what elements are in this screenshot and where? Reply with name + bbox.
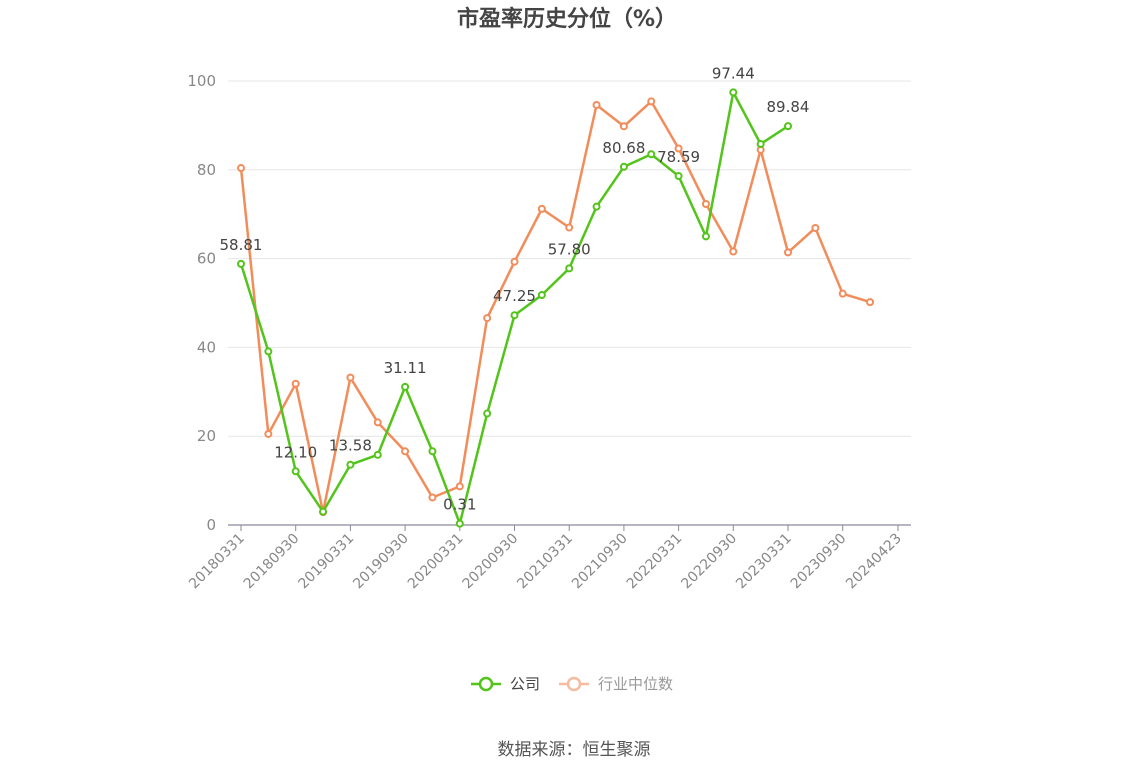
- series-point-0[interactable]: [592, 202, 601, 211]
- x-tick-label: 20230930: [788, 531, 850, 593]
- data-label: 78.59: [657, 148, 700, 166]
- x-tick-label: 20210331: [514, 531, 576, 593]
- series-point-0[interactable]: [455, 519, 464, 528]
- series-point-1[interactable]: [401, 447, 410, 456]
- legend-label: 公司: [510, 675, 540, 693]
- series-point-1[interactable]: [428, 493, 437, 502]
- series-point-0[interactable]: [428, 447, 437, 456]
- x-tick-label: 20200331: [405, 531, 467, 593]
- series-point-0[interactable]: [537, 291, 546, 300]
- series-point-0[interactable]: [483, 409, 492, 418]
- data-label: 58.81: [220, 236, 263, 254]
- series-point-1[interactable]: [373, 418, 382, 427]
- data-labels: 58.81 12.10 13.58 31.11 0.31 47.25 57.80 80.68 7…: [220, 64, 810, 513]
- legend[interactable]: 公司 行业中位数: [471, 675, 673, 693]
- data-label: 47.25: [493, 287, 536, 305]
- legend-label: 行业中位数: [598, 675, 673, 693]
- series-point-1[interactable]: [264, 429, 273, 438]
- data-label: 89.84: [767, 98, 810, 116]
- series-point-0[interactable]: [510, 311, 519, 320]
- x-axis: 2018033120180930201903312019093020200331…: [186, 524, 911, 593]
- series-point-0[interactable]: [729, 88, 738, 97]
- y-tick-label: 60: [197, 250, 216, 268]
- data-label: 0.31: [443, 496, 476, 514]
- x-tick-label: 20220331: [624, 531, 686, 593]
- series-point-0[interactable]: [237, 259, 245, 268]
- series-point-1[interactable]: [483, 314, 492, 323]
- chart-title: 市盈率历史分位（%）: [457, 6, 677, 32]
- legend-item-company[interactable]: 公司: [471, 675, 540, 693]
- y-tick-label: 40: [197, 338, 216, 356]
- x-tick-label: 20220930: [678, 531, 740, 593]
- data-label: 13.58: [329, 437, 372, 455]
- data-label: 57.80: [548, 240, 591, 258]
- series-line-0: [239, 91, 789, 525]
- series-point-0[interactable]: [373, 450, 382, 459]
- series-point-1[interactable]: [455, 482, 464, 491]
- series-point-1[interactable]: [510, 257, 519, 266]
- y-tick-label: 100: [187, 72, 216, 90]
- legend-swatch-marker: [478, 676, 494, 692]
- series-point-0[interactable]: [619, 162, 628, 171]
- legend-item-industry[interactable]: 行业中位数: [559, 675, 673, 693]
- x-tick-label: 20190930: [350, 531, 412, 593]
- series-point-0[interactable]: [401, 382, 410, 391]
- series-point-1[interactable]: [674, 144, 683, 153]
- data-label: 80.68: [602, 139, 645, 157]
- series-point-1[interactable]: [838, 289, 847, 298]
- data-label: 97.44: [712, 64, 755, 82]
- series-point-1[interactable]: [237, 164, 245, 173]
- y-tick-label: 0: [206, 516, 216, 534]
- x-tick-label: 20230331: [733, 531, 795, 593]
- series-point-1[interactable]: [729, 247, 738, 256]
- x-tick-label: 20180331: [186, 531, 248, 593]
- y-tick-label: 80: [197, 161, 216, 179]
- series-point-1[interactable]: [619, 122, 628, 131]
- series-point-1[interactable]: [784, 248, 792, 257]
- series-point-1[interactable]: [701, 199, 710, 208]
- y-axis: 0 20 40 60 80 100: [187, 72, 216, 534]
- source-note: 数据来源：恒生聚源: [498, 740, 651, 760]
- series-point-0[interactable]: [756, 140, 765, 149]
- series-point-1[interactable]: [647, 97, 656, 106]
- series-point-1[interactable]: [811, 223, 820, 232]
- series-layer: [237, 88, 875, 528]
- x-tick-label: 20240423: [843, 531, 905, 593]
- series-point-1[interactable]: [592, 100, 601, 109]
- x-tick-label: 20180930: [241, 531, 303, 593]
- series-point-0[interactable]: [565, 264, 574, 273]
- series-point-0[interactable]: [784, 122, 792, 131]
- series-point-1[interactable]: [537, 204, 546, 213]
- series-line-1: [239, 100, 871, 514]
- series-point-0[interactable]: [701, 232, 710, 241]
- x-tick-label: 20200930: [460, 531, 522, 593]
- series-point-0[interactable]: [319, 507, 328, 516]
- grid-lines: [228, 80, 911, 437]
- series-point-0[interactable]: [346, 460, 355, 469]
- x-tick-label: 20210930: [569, 531, 631, 593]
- series-point-1[interactable]: [291, 379, 300, 388]
- series-point-0[interactable]: [264, 347, 273, 356]
- series-point-1[interactable]: [346, 373, 355, 382]
- series-point-0[interactable]: [674, 172, 683, 181]
- legend-swatch-marker: [566, 676, 582, 692]
- series-point-1[interactable]: [866, 298, 875, 307]
- y-tick-label: 20: [197, 427, 216, 445]
- series-point-1[interactable]: [565, 223, 574, 232]
- series-point-0[interactable]: [291, 467, 300, 476]
- series-point-0[interactable]: [647, 150, 656, 159]
- x-tick-label: 20190331: [296, 531, 358, 593]
- data-label: 31.11: [384, 359, 427, 377]
- data-label: 12.10: [274, 443, 317, 461]
